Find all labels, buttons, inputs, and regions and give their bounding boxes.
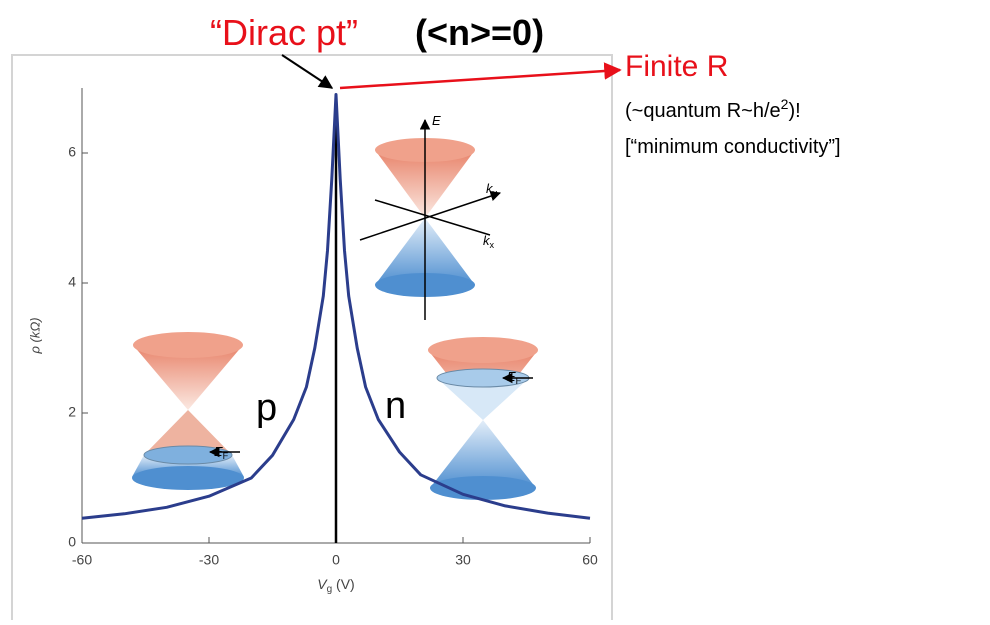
annotation-text: “Dirac pt” (210, 12, 358, 53)
y-tick-label: 0 (68, 534, 76, 550)
x-tick-label: -60 (72, 552, 92, 568)
y-axis-label: ρ (kΩ) (27, 317, 42, 354)
annotation-after: )! (788, 100, 800, 122)
annotation: E (432, 113, 441, 128)
x-tick-label: -30 (199, 552, 219, 568)
annotation-sub: x (490, 240, 495, 250)
annotation: Finite R (625, 50, 728, 83)
annotation-text: (~quantum R~h/e (625, 100, 781, 122)
annotation-sup: 2 (781, 96, 789, 112)
annotation: [“minimum conductivity”] (625, 136, 841, 158)
y-tick-label: 2 (68, 404, 76, 420)
annotation-text: Finite R (625, 50, 728, 83)
annotation-sub: F (516, 376, 522, 386)
figure-frame (12, 55, 612, 620)
annotation-text: (<n>=0) (415, 12, 544, 53)
annotation-sub: y (493, 188, 498, 198)
annotation-text: E (214, 444, 223, 459)
annotation-text: E (432, 113, 441, 128)
x-axis-label-unit: (V) (332, 576, 355, 592)
x-tick-label: 0 (332, 552, 340, 568)
annotation-text: n (385, 385, 406, 427)
y-tick-label: 6 (68, 144, 76, 160)
annotation-text: E (507, 369, 516, 384)
annotation: (<n>=0) (415, 12, 544, 53)
y-tick-label: 4 (68, 274, 76, 290)
annotation-sub: F (223, 451, 229, 461)
annotation: n (385, 385, 406, 427)
annotation-text: p (256, 387, 277, 429)
annotation-text: [“minimum conductivity”] (625, 136, 841, 158)
annotation: “Dirac pt” (210, 12, 358, 53)
annotation: p (256, 387, 277, 429)
x-tick-label: 30 (455, 552, 471, 568)
annotation: (~quantum R~h/e2)! (625, 96, 801, 123)
x-tick-label: 60 (582, 552, 598, 568)
chart: -60-30030600246ρ (kΩ)Vg (V)“Dirac pt”(<n… (0, 0, 990, 620)
